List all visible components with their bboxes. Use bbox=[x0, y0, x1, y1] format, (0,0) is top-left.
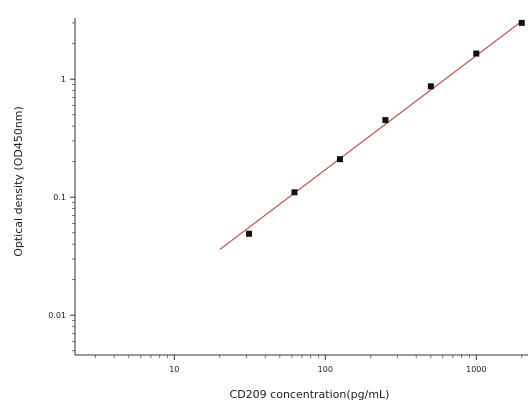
data-point bbox=[246, 230, 253, 237]
series-layer bbox=[219, 19, 525, 251]
x-tick-label: 1000 bbox=[466, 365, 486, 374]
x-tick-label: 100 bbox=[318, 365, 333, 374]
fit-line bbox=[219, 20, 523, 251]
data-point bbox=[291, 189, 298, 196]
data-point bbox=[473, 50, 480, 57]
y-axis-title: Optical density (OD450nm) bbox=[12, 106, 25, 257]
data-point bbox=[336, 156, 343, 163]
data-point bbox=[427, 83, 434, 90]
x-tick-group: 10 100 1000 bbox=[169, 355, 486, 374]
data-point bbox=[518, 19, 525, 26]
y-tick-group: 0.01 0.1 1 bbox=[48, 75, 75, 320]
x-axis-title: CD209 concentration(pg/mL) bbox=[230, 388, 390, 401]
y-tick-label: 0.1 bbox=[53, 193, 66, 202]
y-tick-label: 0.01 bbox=[48, 311, 66, 320]
y-tick-label: 1 bbox=[61, 75, 66, 84]
x-tick-label: 10 bbox=[169, 365, 179, 374]
data-point bbox=[382, 117, 389, 124]
